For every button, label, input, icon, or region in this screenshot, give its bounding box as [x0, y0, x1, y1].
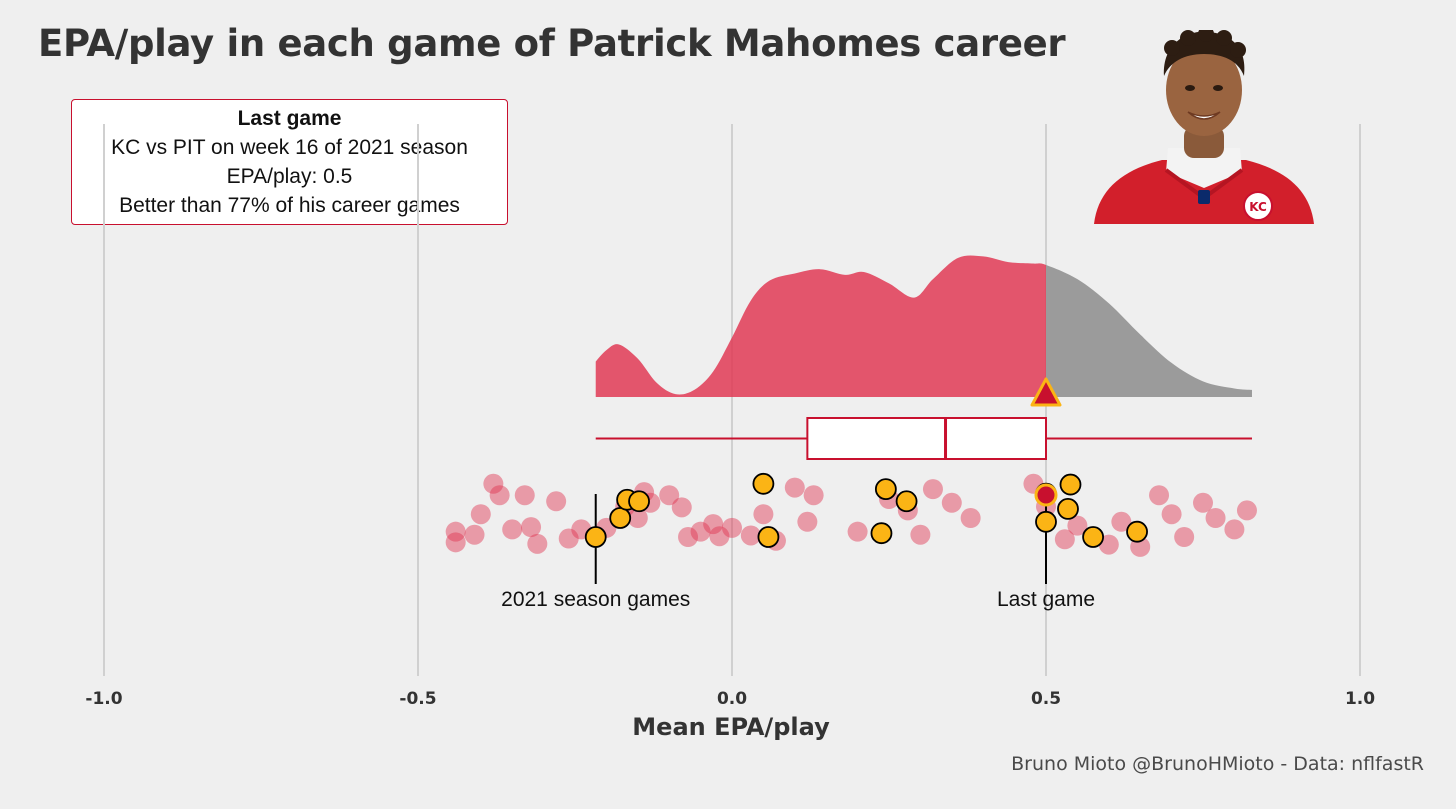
density-above-last-game [1046, 264, 1252, 397]
career-game-point [690, 521, 711, 542]
career-game-point [546, 491, 567, 512]
x-axis-label: Mean EPA/play [632, 713, 830, 741]
career-game-point [1224, 519, 1245, 540]
career-game-point [514, 485, 535, 506]
career-game-point [1098, 534, 1119, 555]
career-game-point [558, 528, 579, 549]
density-below-last-game [595, 255, 1046, 397]
career-game-point [847, 521, 868, 542]
season-game-point [757, 526, 780, 548]
season-game-point [874, 478, 897, 501]
source-caption: Bruno Mioto @BrunoHMioto - Data: nflfast… [1011, 753, 1424, 775]
last-game-triangle-marker [1030, 377, 1062, 407]
boxplot-box [806, 417, 1047, 460]
season-game-point [628, 490, 650, 513]
career-game-point [709, 526, 730, 547]
season-game-point [870, 522, 893, 545]
career-game-point [722, 517, 742, 538]
x-tick-label: 0.5 [1031, 689, 1061, 709]
player-headshot-icon: KC [1092, 30, 1316, 224]
info-box-matchup: KC vs PIT on week 16 of 2021 season [111, 136, 468, 159]
info-box-percentile: Better than 77% of his career games [119, 194, 460, 217]
career-game-point [784, 477, 805, 498]
career-game-point [941, 492, 962, 513]
info-box-heading: Last game [237, 107, 342, 130]
x-tick-label: -1.0 [85, 689, 122, 709]
career-game-point [521, 517, 542, 538]
career-game-point [1067, 515, 1088, 536]
career-game-point [678, 527, 699, 547]
season-game-point [1035, 510, 1057, 533]
season-game-point [895, 490, 918, 513]
season-games-annotation: 2021 season games [501, 588, 690, 611]
career-game-point [803, 485, 824, 506]
last-game-info-box: Last game KC vs PIT on week 16 of 2021 s… [71, 99, 508, 225]
chart-title: EPA/play in each game of Patrick Mahomes… [38, 22, 1066, 65]
career-game-point [1174, 527, 1195, 547]
career-game-point [1236, 500, 1257, 521]
last-game-point [1034, 483, 1058, 507]
last-game-annotation: Last game [997, 588, 1095, 611]
career-game-point [1161, 504, 1182, 525]
career-game-point [1149, 485, 1170, 506]
career-game-point [797, 511, 818, 532]
x-tick-label: 1.0 [1345, 689, 1375, 709]
career-game-point [445, 521, 466, 542]
svg-text:KC: KC [1249, 200, 1267, 214]
x-tick-label: 0.0 [717, 689, 747, 709]
career-game-point [1205, 508, 1226, 528]
career-game-point [753, 504, 774, 525]
career-game-point [910, 524, 931, 545]
season-game-point [1057, 497, 1079, 520]
career-game-point [502, 519, 523, 540]
career-game-point [1193, 492, 1213, 513]
career-game-point [445, 532, 466, 553]
season-game-point [584, 526, 607, 548]
career-game-point [659, 485, 680, 506]
x-tick-label: -0.5 [399, 689, 436, 709]
career-game-point [470, 504, 491, 525]
career-game-point [703, 514, 724, 535]
season-game-point [1059, 473, 1082, 496]
season-game-point [1082, 526, 1104, 548]
career-game-point [960, 508, 981, 528]
career-game-point [671, 497, 692, 518]
career-game-point [489, 485, 510, 506]
career-game-point [483, 473, 504, 494]
career-game-point [1054, 529, 1075, 550]
season-game-point [752, 472, 775, 495]
career-game-point [464, 524, 485, 545]
career-game-point [627, 508, 648, 528]
season-game-point [1126, 520, 1148, 543]
season-game-point [609, 507, 632, 529]
career-game-point [922, 479, 943, 500]
career-game-point [740, 525, 761, 546]
career-game-point [1111, 511, 1132, 532]
info-box-epa: EPA/play: 0.5 [226, 165, 353, 188]
career-game-point [527, 533, 548, 554]
